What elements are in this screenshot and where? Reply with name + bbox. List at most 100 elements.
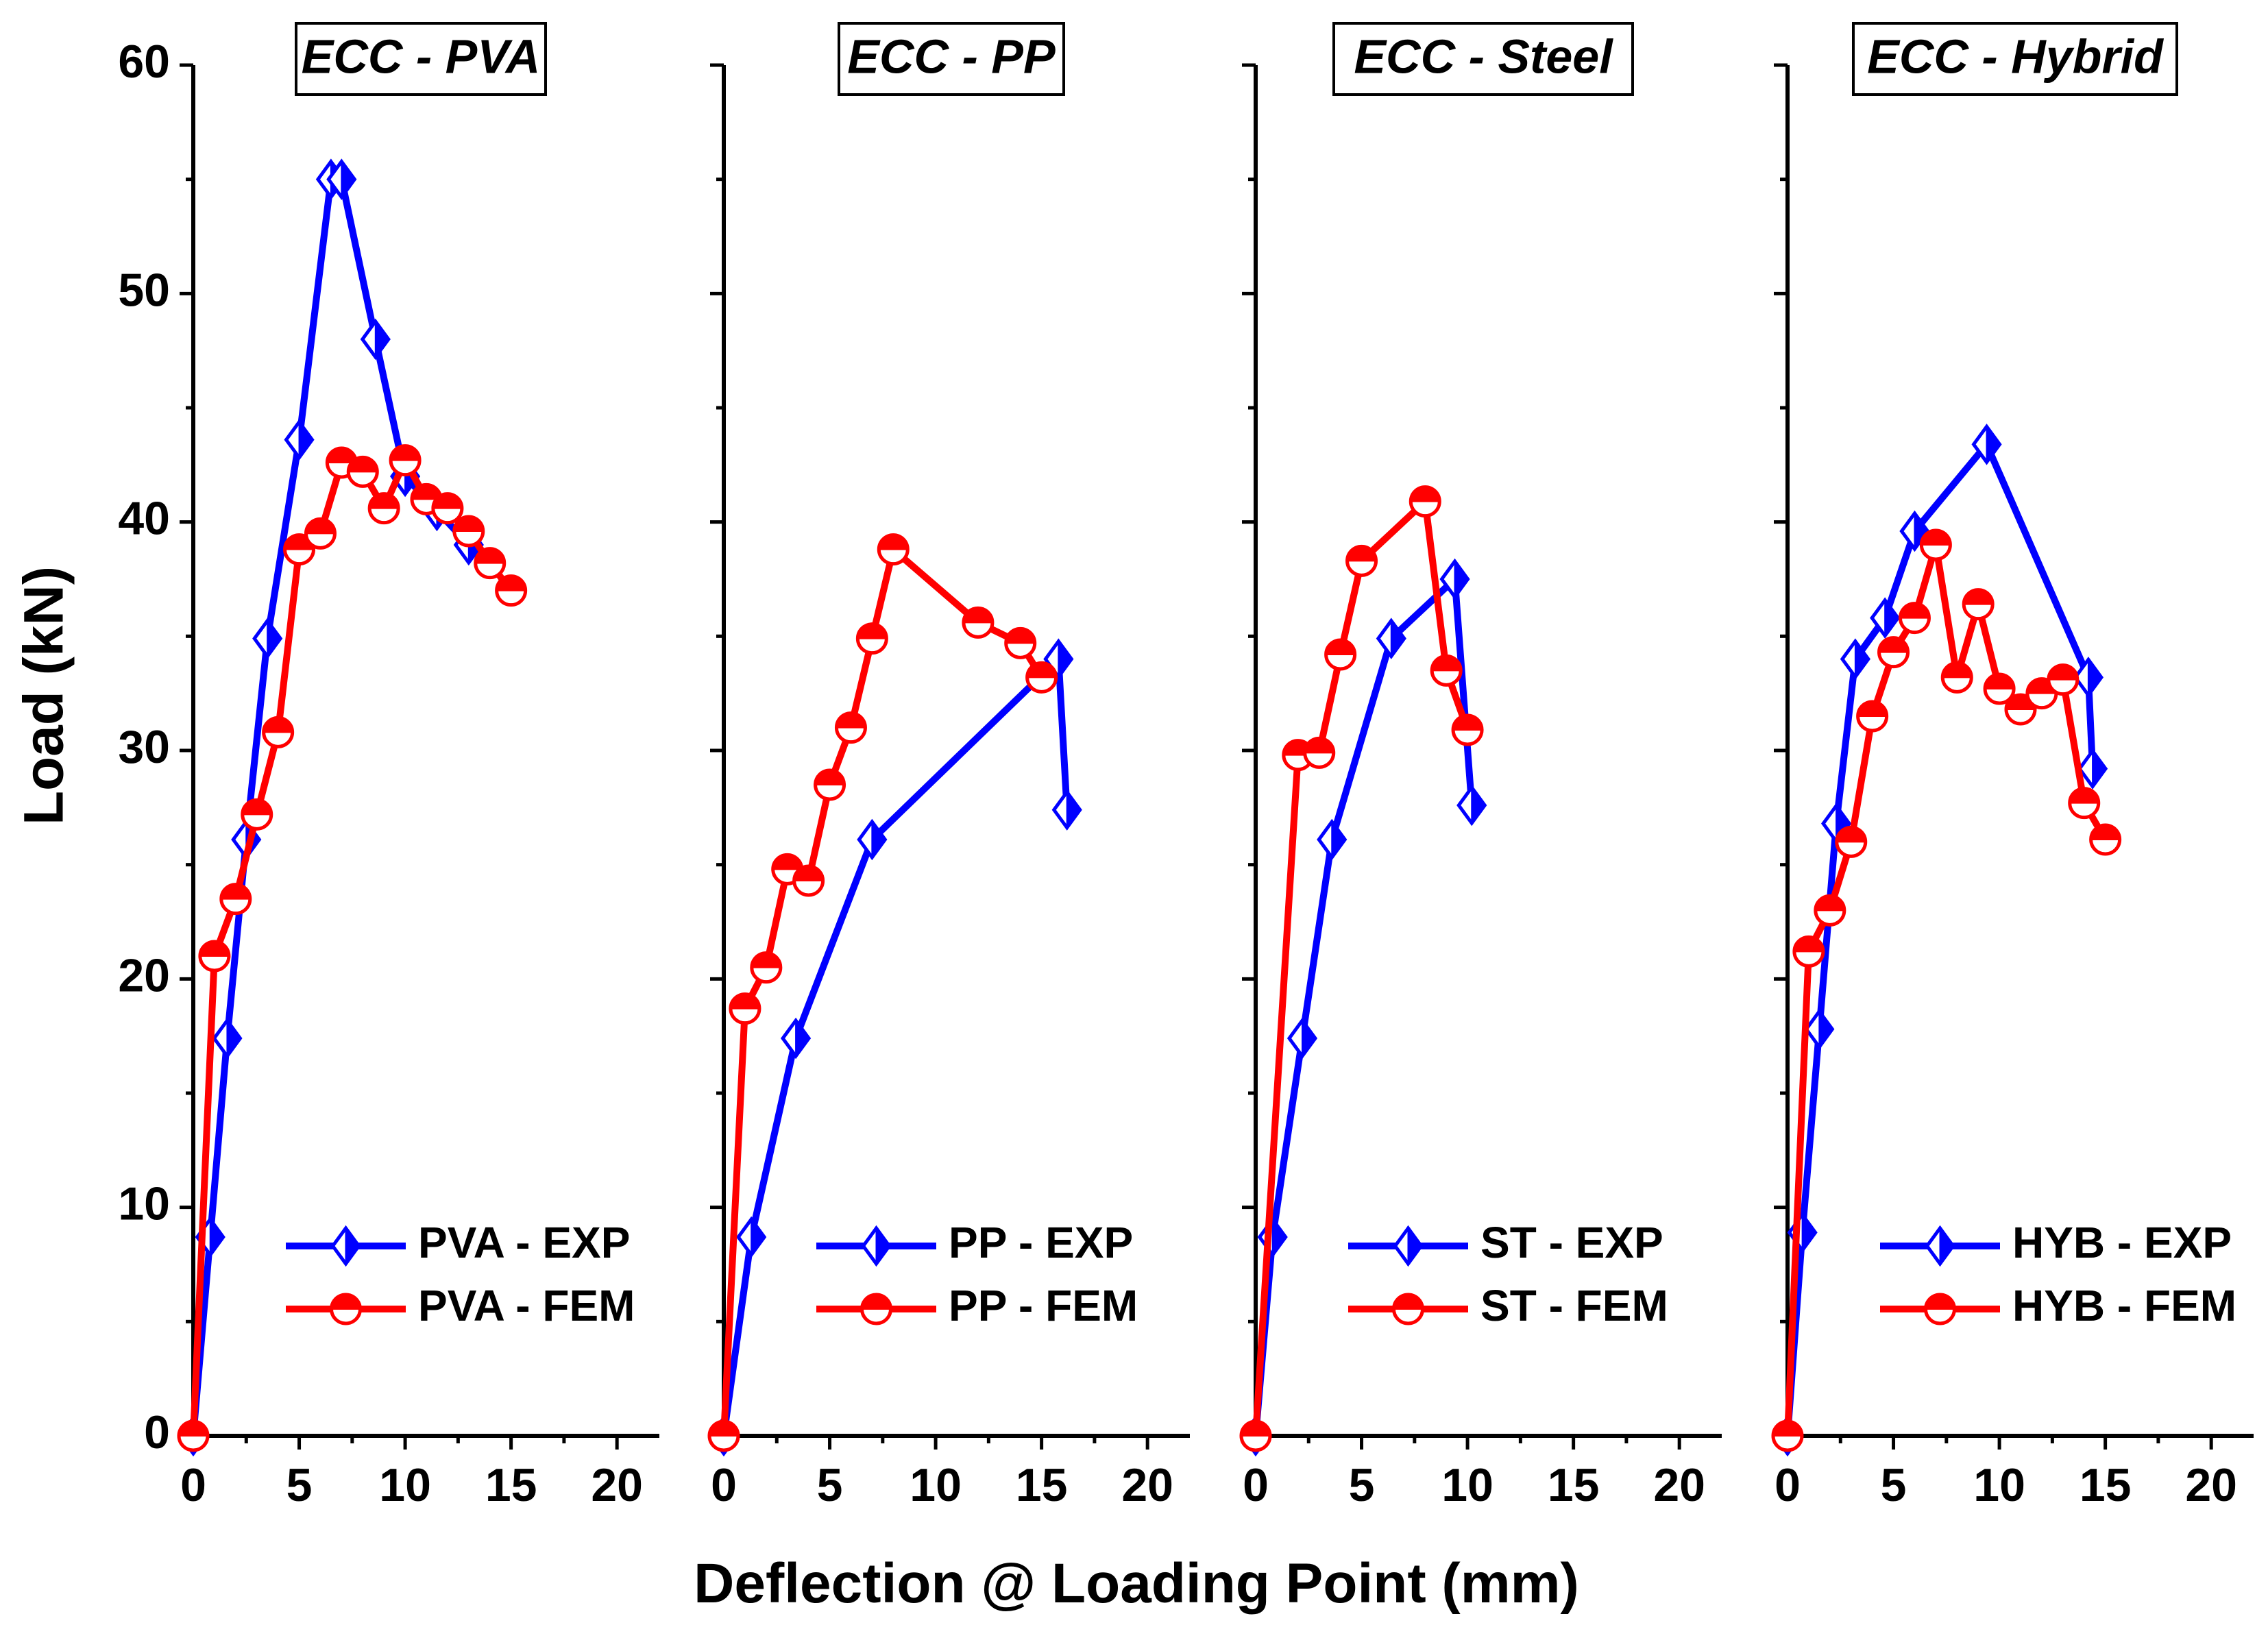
y-tick-label: 60	[118, 36, 170, 88]
fem-point	[1345, 544, 1378, 577]
exp-point	[1376, 618, 1406, 659]
panel-4-title-box	[1852, 22, 2178, 96]
y-tick-label: 10	[118, 1178, 170, 1230]
fem-point	[495, 574, 528, 607]
legend-label: ST - FEM	[1480, 1281, 1668, 1330]
panel-3-title-box	[1332, 22, 1634, 96]
fem-point	[241, 798, 273, 831]
fem-point	[1856, 700, 1889, 733]
panel-2: 0 5 10 15 20 ECC - PP PP - EXP PP - FEM	[707, 22, 1190, 1511]
exp-point-fill	[2092, 748, 2107, 789]
fem-point-fill	[1984, 674, 2015, 689]
fem-point-fill	[1878, 637, 1909, 653]
exp-legend-marker-fill	[875, 1225, 890, 1267]
fem-point	[431, 492, 464, 525]
exp-point	[1804, 1008, 1835, 1050]
exp-point	[252, 618, 283, 659]
fem-point-fill	[857, 623, 888, 639]
fem-point	[1835, 825, 1868, 858]
panel-2-title: ECC - PP	[847, 29, 1056, 83]
fem-point	[814, 768, 846, 801]
y-tick-label: 30	[118, 721, 170, 773]
exp-point-fill	[298, 419, 313, 460]
fem-point-fill	[1921, 530, 1951, 546]
panel-3: 0 5 10 15 20 ECC - Steel ST - EXP ST - FEM	[1239, 22, 1722, 1511]
fem-point-fill	[1304, 737, 1334, 754]
exp-point	[284, 419, 315, 461]
legend-label: ST - EXP	[1480, 1218, 1663, 1267]
exp-point	[736, 1216, 767, 1258]
legend-label: HYB - FEM	[2012, 1281, 2236, 1330]
fem-point-fill	[474, 548, 505, 564]
fem-point	[1004, 626, 1037, 659]
exp-point-fill	[374, 319, 390, 360]
fem-point-fill	[1005, 628, 1036, 644]
fem-point-fill	[814, 770, 845, 785]
panel-4-series-exp	[1772, 424, 2108, 1457]
fem-point-fill	[836, 712, 866, 729]
fem-legend-marker	[1392, 1293, 1424, 1325]
fem-point	[855, 622, 888, 655]
exp-legend-marker	[1393, 1225, 1424, 1267]
fem-point-fill	[1240, 1421, 1271, 1437]
fem-point-fill	[2090, 824, 2121, 840]
fem-point	[1792, 935, 1825, 968]
fem-point	[177, 1419, 210, 1452]
exp-point-fill	[1390, 618, 1406, 659]
exp-point-fill	[1302, 1018, 1317, 1059]
panel-1-title: ECC - PVA	[302, 29, 541, 83]
fem-point	[346, 455, 379, 488]
fem-point-fill	[1410, 486, 1441, 502]
fem-point	[1919, 528, 1952, 561]
exp-legend-marker	[1925, 1225, 1955, 1267]
fem-point-fill	[496, 575, 526, 591]
fem-point	[2047, 663, 2080, 696]
exp-point-fill	[341, 159, 356, 199]
exp-point-fill	[209, 1217, 224, 1258]
fem-point-fill	[878, 534, 909, 550]
panel-3-x-tick-label: 5	[1349, 1459, 1375, 1511]
legend-label: PVA - FEM	[418, 1281, 635, 1330]
fem-point	[219, 883, 252, 916]
fem-point-fill	[220, 883, 251, 900]
panel-1: 0 10 20 30 40 50 60 0 5 10 15 20 ECC - PVA PVA - EXP P…	[118, 22, 659, 1511]
exp-point-fill	[1331, 819, 1346, 860]
exp-point-fill	[1271, 1217, 1287, 1258]
fem-point	[1962, 588, 1995, 621]
panel-2-x-tick-label: 5	[817, 1459, 843, 1511]
y-tick-label: 0	[144, 1406, 170, 1458]
fem-point	[474, 547, 507, 580]
exp-legend-marker	[330, 1225, 361, 1267]
fem-point	[198, 940, 231, 973]
fem-point	[750, 951, 783, 984]
panel-3-x-tick-label: 10	[1441, 1459, 1493, 1511]
fem-point-fill	[1026, 662, 1057, 679]
fem-point	[452, 515, 485, 548]
exp-point-fill	[1884, 598, 1899, 638]
exp-point	[212, 1017, 243, 1060]
panel-3-x-tick-label: 0	[1243, 1459, 1269, 1511]
fem-point-fill	[2069, 787, 2099, 804]
panel-1-x-tick-label: 5	[286, 1459, 313, 1511]
exp-legend-marker	[861, 1225, 892, 1267]
legend-label: HYB - EXP	[2012, 1218, 2232, 1267]
exp-point-fill	[871, 819, 886, 860]
fem-point-fill	[751, 952, 781, 968]
panel-4-x-tick-label: 0	[1775, 1459, 1801, 1511]
panel-4-x-tick-label: 10	[1973, 1459, 2025, 1511]
exp-point-fill	[1854, 639, 1870, 679]
fem-point	[2068, 787, 2101, 820]
exp-point-fill	[1986, 424, 2001, 465]
fem-point	[834, 711, 867, 744]
panel-4-x-tick-label: 15	[2080, 1459, 2132, 1511]
fem-point	[1940, 661, 1973, 694]
panel-1-legend-item: PVA - FEM	[286, 1281, 635, 1330]
fem-point-fill	[1452, 715, 1483, 731]
fem-point-fill	[263, 717, 293, 733]
panel-2-x-tick-label: 10	[910, 1459, 962, 1511]
fem-point-fill	[369, 493, 400, 509]
fem-point-fill	[1963, 589, 1994, 605]
exp-point-fill	[1058, 639, 1073, 679]
fem-point	[707, 1419, 740, 1452]
